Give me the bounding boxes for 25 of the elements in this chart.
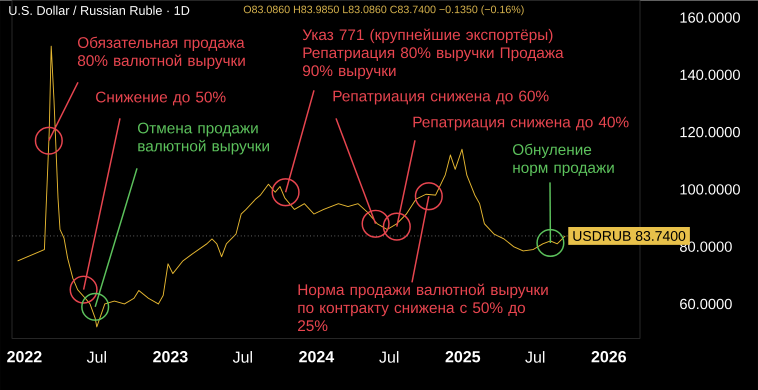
y-tick-label: 140.0000 [680,69,740,80]
y-tick-label: 120.0000 [680,126,740,138]
annotation: Репатриация снижена до 60% [334,90,549,104]
x-tick-label: 2025 [446,350,480,362]
x-tick-label: Jul [232,350,252,363]
y-tick-label: 100.0000 [680,184,740,194]
x-tick-label: 2022 [7,350,42,362]
chart-title: U.S. Dollar / Russian Ruble · 1D [9,6,190,15]
annotation: Норма продажи валютной выручки по контракту снижена с 50% до 25% [298,283,548,331]
annotation: Отмена продажи валютной выручки [138,122,269,154]
y-tick-label: 160.0000 [680,12,740,23]
annotation: Снижение до 50% [96,91,226,106]
x-tick-label: 2024 [299,350,334,362]
x-tick-label: 2026 [592,350,626,362]
annotation: Указ 771 (крупнейшие экспортёры) Репатриация 80% выручки Продажа 90% выручки [302,28,564,79]
annotation: O83.0860 H83.9850 L83.0860 C83.7400 −0.1350 (−0.16%) [244,5,524,16]
x-tick-label: 2023 [153,350,188,362]
ref-line-label: USDRUB 83.7400 [573,230,686,241]
annotation: Репатриация снижена до 40% [414,116,629,130]
y-tick-label: 60.0000 [680,298,732,309]
annotation: Обязательная продажа 80% валютной выручки [78,36,245,69]
x-tick-label: Jul [86,350,106,363]
annotation: Обнуление норм продажи [513,143,614,176]
x-tick-label: Jul [525,350,544,363]
x-tick-label: Jul [379,350,398,363]
